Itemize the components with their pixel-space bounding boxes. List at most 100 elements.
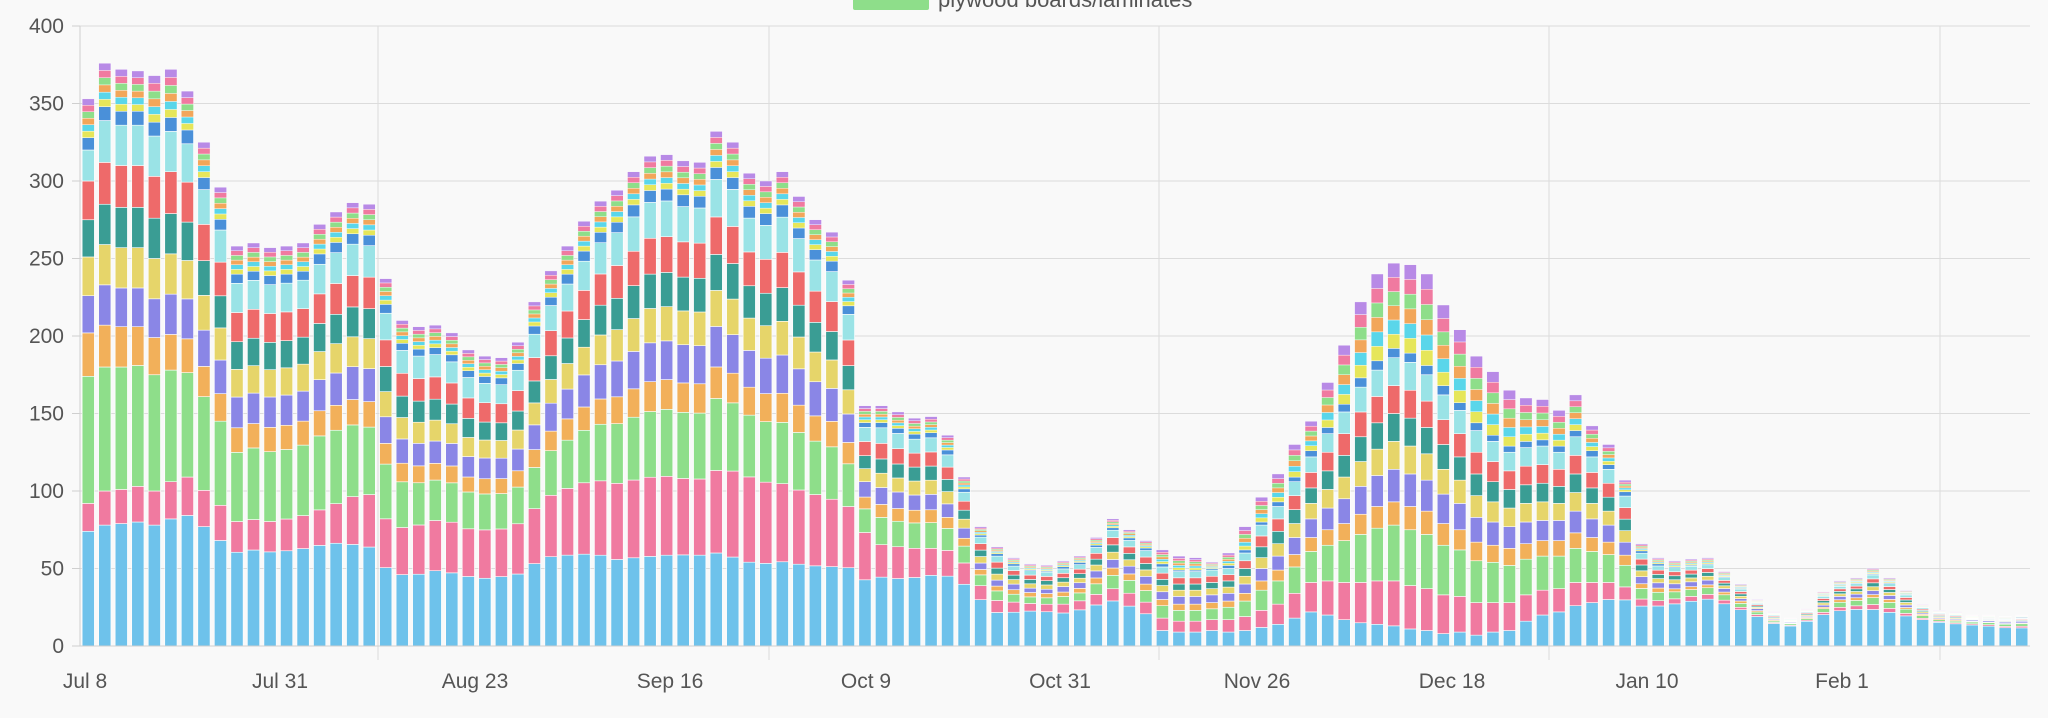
bar-segment[interactable] (1089, 537, 1103, 539)
bar-segment[interactable] (1255, 509, 1268, 514)
bar-segment[interactable] (858, 405, 872, 409)
bar-segment[interactable] (1717, 585, 1731, 589)
bar-segment[interactable] (395, 350, 409, 374)
bar-segment[interactable] (1238, 526, 1252, 531)
bar-segment[interactable] (1503, 548, 1516, 566)
bar-segment[interactable] (379, 391, 393, 418)
bar-segment[interactable] (511, 410, 525, 431)
bar-segment[interactable] (1238, 568, 1252, 577)
bar-segment[interactable] (1833, 591, 1847, 595)
bar-segment[interactable] (1519, 521, 1533, 545)
bar-segment[interactable] (462, 363, 475, 368)
bar-segment[interactable] (1222, 565, 1235, 569)
bar-segment[interactable] (428, 463, 442, 481)
bar-segment[interactable] (577, 374, 591, 408)
bar-segment[interactable] (1073, 609, 1087, 647)
bar-segment[interactable] (445, 521, 459, 574)
bar-segment[interactable] (511, 390, 525, 412)
bar-segment[interactable] (808, 415, 822, 442)
bar-segment[interactable] (1122, 592, 1136, 607)
bar-segment[interactable] (1453, 479, 1467, 504)
bar-segment[interactable] (941, 435, 954, 438)
bar-segment[interactable] (114, 97, 128, 105)
bar-segment[interactable] (494, 422, 508, 441)
bar-segment[interactable] (1982, 622, 1996, 626)
bar-segment[interactable] (941, 517, 954, 529)
bar-segment[interactable] (395, 395, 409, 418)
bar-segment[interactable] (660, 236, 674, 273)
bar-stack[interactable] (1222, 552, 1235, 647)
bar-segment[interactable] (1503, 417, 1516, 428)
bar-segment[interactable] (1536, 589, 1549, 616)
bar-segment[interactable] (990, 585, 1004, 592)
bar-segment[interactable] (1403, 445, 1417, 475)
bar-segment[interactable] (98, 106, 112, 121)
bar-segment[interactable] (1883, 577, 1896, 579)
bar-segment[interactable] (445, 443, 459, 467)
bar-segment[interactable] (181, 97, 194, 105)
bar-segment[interactable] (792, 336, 806, 370)
bar-segment[interactable] (1552, 520, 1566, 541)
bar-segment[interactable] (1635, 605, 1649, 647)
bar-segment[interactable] (445, 465, 459, 484)
bar-segment[interactable] (875, 416, 888, 420)
bar-segment[interactable] (1668, 591, 1682, 600)
bar-segment[interactable] (1321, 489, 1335, 509)
bar-segment[interactable] (131, 124, 145, 166)
bar-segment[interactable] (1883, 608, 1896, 613)
bar-segment[interactable] (1453, 503, 1467, 531)
bar-segment[interactable] (1833, 596, 1847, 601)
bar-segment[interactable] (379, 518, 393, 568)
bar-stack[interactable] (594, 200, 607, 647)
bar-segment[interactable] (214, 192, 227, 199)
bar-segment[interactable] (98, 524, 112, 647)
bar-segment[interactable] (81, 295, 95, 334)
bar-segment[interactable] (610, 559, 624, 647)
bar-segment[interactable] (362, 338, 376, 369)
bar-segment[interactable] (346, 275, 360, 308)
bar-segment[interactable] (1668, 571, 1682, 577)
bar-stack[interactable] (1288, 444, 1302, 647)
bar-segment[interactable] (1420, 510, 1434, 535)
bar-segment[interactable] (1271, 501, 1285, 507)
bar-segment[interactable] (1139, 601, 1153, 615)
bar-segment[interactable] (1156, 630, 1169, 647)
bar-segment[interactable] (412, 573, 426, 647)
bar-segment[interactable] (561, 554, 574, 647)
bar-stack[interactable] (1205, 562, 1219, 647)
bar-segment[interactable] (98, 162, 112, 205)
bar-segment[interactable] (131, 365, 145, 487)
bar-segment[interactable] (1106, 521, 1120, 524)
bar-segment[interactable] (1156, 549, 1169, 553)
bar-segment[interactable] (726, 298, 740, 335)
bar-segment[interactable] (594, 221, 607, 228)
bar-segment[interactable] (1420, 479, 1434, 512)
bar-segment[interactable] (1387, 262, 1401, 278)
bar-segment[interactable] (1850, 591, 1863, 595)
bar-segment[interactable] (1519, 412, 1533, 420)
bar-segment[interactable] (808, 565, 822, 647)
bar-segment[interactable] (1040, 576, 1054, 581)
bar-segment[interactable] (726, 177, 740, 190)
bar-segment[interactable] (676, 412, 690, 479)
bar-segment[interactable] (428, 398, 442, 421)
bar-segment[interactable] (263, 451, 277, 522)
bar-segment[interactable] (1569, 436, 1582, 456)
bar-segment[interactable] (1602, 451, 1615, 455)
bar-stack[interactable] (114, 69, 128, 647)
bar-segment[interactable] (1668, 579, 1682, 585)
bar-segment[interactable] (81, 503, 95, 532)
bar-segment[interactable] (1569, 430, 1582, 438)
bar-segment[interactable] (445, 350, 459, 356)
bar-stack[interactable] (577, 221, 591, 647)
bar-segment[interactable] (825, 421, 839, 448)
bar-segment[interactable] (792, 227, 806, 239)
bar-segment[interactable] (1751, 599, 1764, 601)
bar-segment[interactable] (1089, 577, 1103, 585)
bar-segment[interactable] (280, 250, 293, 256)
bar-segment[interactable] (528, 467, 541, 509)
bar-segment[interactable] (1503, 436, 1516, 447)
bar-segment[interactable] (1651, 574, 1665, 579)
bar-segment[interactable] (1337, 540, 1351, 583)
bar-segment[interactable] (1156, 605, 1169, 619)
